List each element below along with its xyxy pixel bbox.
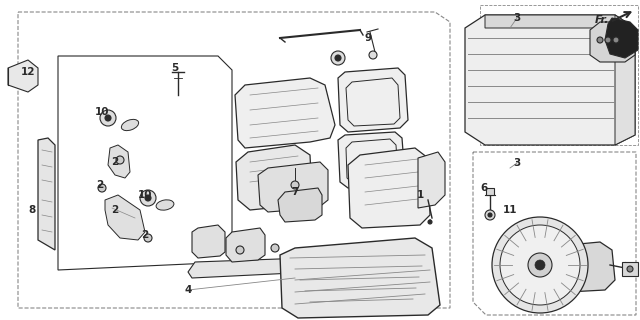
Circle shape [627,266,633,272]
Text: 7: 7 [291,187,299,197]
Circle shape [140,190,156,206]
Polygon shape [555,242,615,292]
Polygon shape [338,132,405,188]
Text: 8: 8 [28,205,36,215]
Text: 10: 10 [95,107,109,117]
Text: 2: 2 [97,180,104,190]
Circle shape [116,156,124,164]
Text: 11: 11 [503,205,517,215]
Polygon shape [418,152,445,208]
Circle shape [98,184,106,192]
Text: 3: 3 [513,13,520,23]
Circle shape [291,181,299,189]
Polygon shape [280,238,440,318]
Circle shape [100,110,116,126]
Polygon shape [192,225,225,258]
Polygon shape [465,15,635,145]
Text: Fr.: Fr. [595,15,609,25]
Circle shape [369,51,377,59]
Polygon shape [258,162,328,212]
Circle shape [145,195,151,201]
Text: 9: 9 [364,33,372,43]
Polygon shape [338,68,408,132]
Text: 5: 5 [172,63,179,73]
Circle shape [335,55,341,61]
Circle shape [500,225,580,305]
Circle shape [535,260,545,270]
Polygon shape [105,195,145,240]
Circle shape [331,51,345,65]
Circle shape [492,217,588,313]
Text: 4: 4 [184,285,192,295]
Polygon shape [108,145,130,178]
Text: 2: 2 [141,230,148,240]
Text: 2: 2 [111,205,118,215]
Polygon shape [236,145,312,210]
Polygon shape [8,60,38,92]
Polygon shape [188,255,395,278]
Circle shape [271,244,279,252]
Polygon shape [38,138,55,250]
Text: 10: 10 [138,190,152,200]
Polygon shape [348,148,430,228]
Text: 1: 1 [417,190,424,200]
Polygon shape [226,228,265,262]
Text: 3: 3 [513,158,520,168]
Circle shape [428,220,432,224]
Polygon shape [615,15,635,145]
Circle shape [144,234,152,242]
Circle shape [605,37,611,43]
Bar [486,188,494,195]
Circle shape [613,37,619,43]
Polygon shape [485,15,635,28]
Circle shape [485,210,495,220]
Polygon shape [278,188,322,222]
Ellipse shape [156,200,174,210]
Circle shape [488,213,492,217]
Bar [622,262,638,276]
Polygon shape [590,22,635,62]
Circle shape [528,253,552,277]
Polygon shape [605,18,638,58]
Ellipse shape [122,119,139,131]
Circle shape [236,246,244,254]
Polygon shape [235,78,335,148]
Circle shape [105,115,111,121]
Text: 6: 6 [481,183,488,193]
Circle shape [597,37,603,43]
Text: 12: 12 [20,67,35,77]
Text: 2: 2 [111,157,118,167]
